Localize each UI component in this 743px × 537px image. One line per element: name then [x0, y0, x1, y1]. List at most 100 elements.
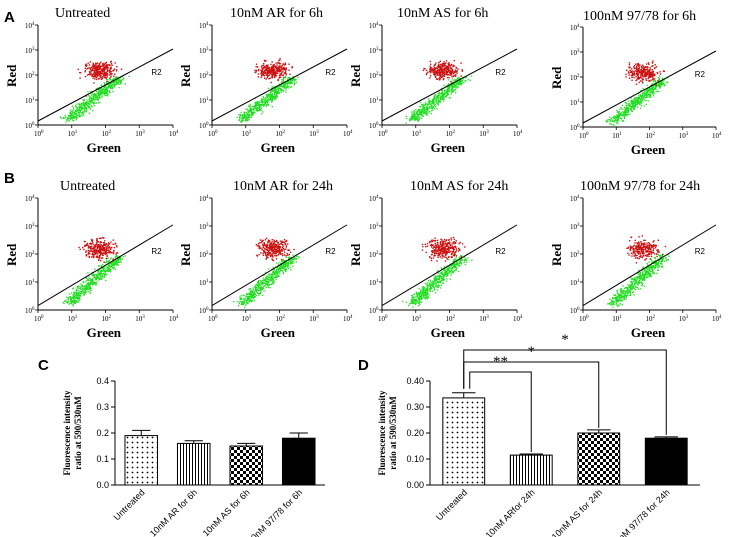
y-tick-label: 101	[369, 279, 379, 287]
category-label-1: 10nM ARfor 24h	[484, 487, 537, 537]
x-tick-label: 100	[378, 130, 388, 138]
x-tick-label: 100	[34, 315, 44, 323]
y-tick-label: 104	[570, 195, 580, 203]
y-tick-label: 101	[25, 279, 35, 287]
title-a-2: 10nM AS for 6h	[397, 6, 488, 21]
y-axis-label-line2: ratio at 590/530nM	[388, 396, 398, 470]
x-tick-label: 100	[579, 132, 589, 140]
gate-line	[211, 224, 348, 306]
y-tick-label: 103	[570, 49, 580, 57]
y-tick-label: 104	[25, 195, 35, 203]
y-tick-label: 0.10	[406, 454, 424, 464]
x-tick-label: 100	[208, 315, 218, 323]
y-tick-label: 101	[199, 97, 209, 105]
category-label-2: 10nM AS for 6h	[201, 487, 252, 537]
gate-label: R2	[151, 247, 162, 256]
x-tick-label: 104	[169, 130, 179, 138]
x-tick-label: 101	[242, 130, 252, 138]
gate-line	[211, 48, 348, 122]
y-tick-label: 102	[570, 251, 580, 259]
x-tick-label: 101	[612, 132, 622, 140]
x-tick-label: 101	[68, 315, 78, 323]
category-label-1: 10nM AR for 6h	[148, 487, 199, 537]
bar-chart-c: 0.0 0.1 0.2 0.3 0.4 Fluorescence intensity rat…	[62, 376, 325, 537]
x-tick-label: 104	[712, 315, 722, 323]
y-tick-label: 100	[570, 124, 580, 132]
x-tick-label: 100	[208, 130, 218, 138]
y-axis-label-line2: ratio at 590/530nM	[73, 396, 83, 470]
title-a-3: 100nM 97/78 for 6h	[583, 9, 696, 24]
gate-label: R2	[325, 247, 336, 256]
y-tick-label: 101	[25, 97, 35, 105]
x-tick-label: 100	[378, 315, 388, 323]
y-tick-label: 104	[25, 22, 35, 30]
x-tick-label: 100	[579, 315, 589, 323]
gate-line	[381, 224, 518, 306]
y-tick-label: 101	[369, 97, 379, 105]
y-tick-label: 104	[199, 195, 209, 203]
x-tick-label: 101	[612, 315, 622, 323]
gate-label: R2	[695, 70, 706, 79]
y-tick-label: 103	[199, 47, 209, 55]
gate-line	[582, 224, 717, 306]
y-tick-label: 103	[25, 47, 35, 55]
y-tick-label: 101	[199, 279, 209, 287]
y-tick-label: 0.00	[406, 480, 424, 490]
y-tick-label: 100	[369, 122, 379, 130]
flow-xlabel: Green	[631, 142, 666, 157]
gate-label: R2	[325, 68, 336, 77]
x-tick-label: 102	[276, 315, 286, 323]
y-tick-label: 103	[199, 223, 209, 231]
x-tick-label: 103	[135, 315, 145, 323]
y-tick-label: 102	[570, 74, 580, 82]
category-label-3: 100nM 97/78 for 24h	[606, 487, 672, 537]
category-label-2: 10nM AS for 24h	[550, 487, 604, 537]
flow-plots: R2100100101101102102103103104104GreenRed…	[4, 22, 722, 340]
bar-0	[442, 397, 486, 486]
flow-ylabel: Red	[178, 243, 193, 266]
gate-line	[37, 224, 174, 306]
y-tick-label: 100	[570, 307, 580, 315]
y-axis-label-line1: Fluorescence intensity	[377, 390, 387, 476]
flow-xlabel: Green	[631, 325, 666, 340]
panel-label-c: C	[38, 357, 49, 374]
category-label-0: Untreated	[434, 487, 469, 522]
bar-2	[577, 432, 621, 486]
x-tick-label: 104	[343, 315, 353, 323]
y-tick-label: 103	[369, 223, 379, 231]
gate-label: R2	[695, 247, 706, 256]
flow-ylabel: Red	[348, 64, 363, 87]
title-b-0: Untreated	[60, 179, 115, 194]
bar-1	[176, 442, 211, 486]
flow-ylabel: Red	[549, 66, 564, 89]
title-b-1: 10nM AR for 24h	[233, 179, 333, 194]
y-tick-label: 103	[369, 47, 379, 55]
x-tick-label: 101	[242, 315, 252, 323]
x-tick-label: 103	[135, 130, 145, 138]
x-tick-label: 102	[446, 315, 456, 323]
y-tick-label: 100	[369, 307, 379, 315]
y-tick-label: 0.30	[406, 402, 424, 412]
significance-bracket-2	[463, 349, 667, 435]
x-tick-label: 103	[679, 132, 689, 140]
panel-label-b: B	[4, 170, 15, 187]
x-tick-label: 104	[513, 130, 523, 138]
y-axis-label-line1: Fluorescence intensity	[62, 390, 72, 476]
y-tick-label: 101	[570, 279, 580, 287]
x-tick-label: 102	[446, 130, 456, 138]
gate-line	[582, 50, 717, 124]
flow-xlabel: Green	[261, 325, 296, 340]
x-tick-label: 103	[479, 315, 489, 323]
y-tick-label: 100	[25, 122, 35, 130]
y-tick-label: 104	[199, 22, 209, 30]
y-tick-label: 0.2	[96, 428, 109, 438]
flow-xlabel: Green	[261, 140, 296, 155]
flow-xlabel: Green	[87, 325, 122, 340]
y-tick-label: 102	[369, 251, 379, 259]
y-tick-label: 103	[25, 223, 35, 231]
